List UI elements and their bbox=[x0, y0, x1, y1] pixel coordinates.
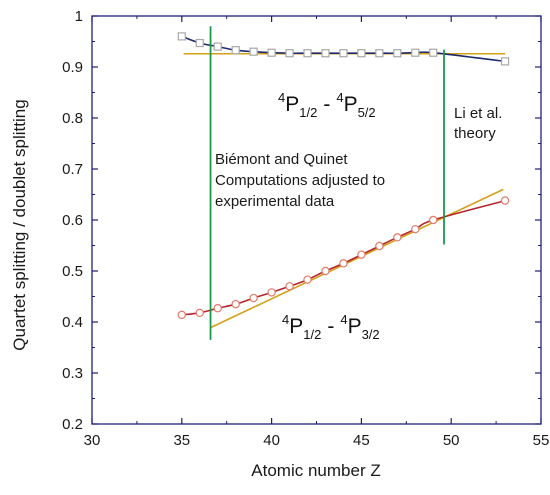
lower-data-point bbox=[213, 304, 222, 313]
lower-data-point bbox=[393, 233, 402, 242]
upper-term-label: 4P1/2-4P5/2 bbox=[278, 90, 376, 120]
y-tick-label: 0.3 bbox=[62, 365, 83, 382]
computation-label-line2: Computations adjusted to bbox=[215, 172, 385, 189]
axis-ticks bbox=[91, 15, 542, 425]
lower-data-point bbox=[303, 275, 312, 284]
y-tick-label: 0.8 bbox=[62, 110, 83, 127]
x-tick-label: 35 bbox=[173, 432, 190, 449]
y-axis-title: Quartet splitting / doublet splitting bbox=[10, 99, 29, 350]
lower-data-point bbox=[339, 259, 348, 268]
lower-data-point bbox=[195, 308, 204, 318]
lower-data-point bbox=[249, 293, 258, 303]
series-layer bbox=[177, 32, 510, 329]
lower-term-sup2: 4 bbox=[340, 312, 347, 327]
theory-label-line1: Li et al. bbox=[454, 105, 502, 122]
x-tick-label: 45 bbox=[353, 432, 370, 449]
tick-labels: 30 35 40 45 50 55 0.2 0.3 0.4 0.5 0.6 0.7 0.8 0.9 1 bbox=[62, 8, 549, 449]
upper-term-sub2: 5/2 bbox=[358, 105, 376, 120]
upper-data-point bbox=[231, 46, 240, 55]
upper-data-point bbox=[249, 47, 258, 56]
plot-border bbox=[91, 15, 542, 425]
upper-data-point bbox=[429, 48, 438, 57]
lower-data-point bbox=[429, 215, 438, 225]
upper-data-point bbox=[195, 38, 204, 48]
upper-data-point bbox=[177, 32, 186, 41]
upper-term-t2: P bbox=[344, 93, 358, 116]
x-tick-label: 50 bbox=[443, 432, 460, 449]
upper-data-point bbox=[303, 49, 312, 58]
lower-data-point bbox=[500, 196, 510, 205]
y-tick-label: 0.6 bbox=[62, 212, 83, 229]
y-tick-label: 0.9 bbox=[62, 59, 83, 76]
lower-data-point bbox=[411, 224, 420, 234]
lower-data-point bbox=[321, 266, 330, 276]
computation-label-line3: experimental data bbox=[215, 193, 335, 210]
y-tick-label: 0.2 bbox=[62, 416, 83, 433]
lower-term-sub1: 1/2 bbox=[303, 327, 321, 342]
lower-term-t2: P bbox=[348, 315, 362, 338]
y-tick-label: 1 bbox=[75, 8, 83, 25]
upper-term-sub1: 1/2 bbox=[299, 105, 317, 120]
y-tick-label: 0.4 bbox=[62, 314, 83, 331]
upper-data-point bbox=[321, 49, 330, 58]
lower-term-sup1: 4 bbox=[282, 312, 289, 327]
y-tick-label: 0.7 bbox=[62, 161, 83, 178]
lower-data-point bbox=[267, 288, 276, 297]
boundary-layer bbox=[209, 26, 445, 340]
upper-data-point bbox=[213, 42, 222, 51]
lower-term-t1: P bbox=[289, 315, 303, 338]
upper-term-sup2: 4 bbox=[336, 90, 343, 105]
lower-ratio-curve bbox=[181, 199, 506, 316]
lower-data-point bbox=[231, 299, 240, 309]
lower-term-dash: - bbox=[327, 315, 334, 338]
lower-data-point bbox=[375, 241, 384, 251]
upper-data-point bbox=[500, 57, 510, 66]
lower-term-sub2: 3/2 bbox=[362, 327, 380, 342]
x-tick-label: 40 bbox=[263, 432, 280, 449]
computation-label-line1: Biémont and Quinet bbox=[215, 151, 348, 168]
upper-ratio-curve bbox=[181, 35, 506, 63]
upper-data-point bbox=[285, 49, 294, 58]
upper-term-sup1: 4 bbox=[278, 90, 285, 105]
theory-line-lower bbox=[210, 188, 504, 329]
lower-data-point bbox=[357, 250, 366, 259]
upper-data-point bbox=[375, 49, 384, 58]
x-axis-title: Atomic number Z bbox=[251, 461, 380, 480]
plot-frame bbox=[91, 15, 542, 425]
upper-term-t1: P bbox=[285, 93, 299, 116]
upper-data-point bbox=[393, 49, 402, 58]
lower-data-point bbox=[285, 282, 294, 291]
upper-data-point bbox=[267, 48, 276, 57]
lower-data-point bbox=[177, 310, 186, 320]
upper-data-point bbox=[357, 49, 366, 58]
lower-term-label: 4P1/2-4P3/2 bbox=[282, 312, 380, 342]
x-tick-label: 30 bbox=[84, 432, 101, 449]
x-tick-label: 55 bbox=[533, 432, 550, 449]
upper-term-dash: - bbox=[323, 93, 330, 116]
upper-data-point bbox=[411, 48, 420, 57]
theory-label-line2: theory bbox=[454, 125, 496, 142]
upper-data-point bbox=[339, 49, 348, 58]
y-tick-label: 0.5 bbox=[62, 263, 83, 280]
